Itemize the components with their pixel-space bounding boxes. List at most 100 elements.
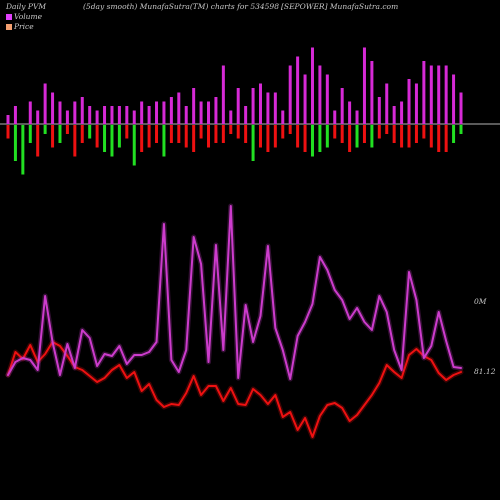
price-bar [103,125,107,152]
volume-bar [258,83,262,124]
price-bar [437,125,441,152]
volume-bar [407,79,411,124]
price-bar [221,125,225,143]
chart-header-right: [SEPOWER] MunafaSutra.com [281,2,399,11]
price-bar [51,125,55,148]
price-bar [125,125,129,139]
volume-line-label: 0M [474,297,487,306]
volume-bar [362,47,366,124]
price-bar [407,125,411,148]
price-bar [422,125,426,139]
volume-bar [117,106,121,124]
volume-bar [6,115,10,124]
volume-bar [221,65,225,124]
price-bar [21,125,25,175]
volume-bar [288,65,292,124]
price-bar [348,125,352,152]
price-bar [162,125,166,157]
volume-bar [103,106,107,124]
price-bar [28,125,32,143]
volume-bar [325,74,329,124]
volume-bar [229,110,233,124]
volume-bar [169,97,173,124]
volume-bar [13,106,17,124]
volume-bar [65,110,69,124]
volume-bar [36,110,40,124]
volume-bar [192,88,196,124]
volume-bar [429,65,433,124]
price-bar [340,125,344,143]
volume-bar [43,83,47,124]
volume-bar [177,92,181,124]
price-bar [169,125,173,143]
price-bar [177,125,181,143]
price-bar [229,125,233,134]
price-bar [251,125,255,161]
volume-bar [147,106,151,124]
volume-bar [377,97,381,124]
volume-bar [80,97,84,124]
volume-bar [207,101,211,124]
price-bar [296,125,300,148]
price-bar [58,125,62,143]
price-bar [95,125,99,148]
volume-bar [444,65,448,124]
volume-bar [355,110,359,124]
legend-price: Price [6,22,34,31]
volume-bar [155,101,159,124]
price-bar [392,125,396,143]
legend-price-label: Price [14,22,34,31]
legend-volume: Volume [6,12,42,21]
volume-bar [296,56,300,124]
volume-series-line [7,205,462,380]
price-bar [318,125,322,152]
volume-bar [310,47,314,124]
price-bar [429,125,433,148]
price-bar [303,125,307,152]
price-bar [199,125,203,139]
price-bar [65,125,69,134]
chart-header-left: Daily PVM [6,2,47,11]
volume-bar [51,92,55,124]
volume-bar [281,110,285,124]
price-bar [325,125,329,148]
price-bar [444,125,448,152]
price-bar [258,125,262,148]
volume-bar [125,106,129,124]
legend-price-swatch [6,23,12,30]
volume-bar [414,83,418,124]
price-line-label: 81.12 [474,367,496,376]
volume-bar [140,101,144,124]
price-bar [207,125,211,148]
price-bar [147,125,151,148]
volume-bar [58,101,62,124]
price-bar [362,125,366,143]
chart-header-center: (5day smooth) MunafaSutra(TM) charts for… [83,2,279,11]
price-bar [370,125,374,148]
price-bar [6,125,10,139]
volume-bar [318,65,322,124]
price-bar [13,125,17,161]
price-bar [288,125,292,134]
volume-bar [370,61,374,124]
price-bar [266,125,270,152]
price-series-line [7,341,462,438]
price-bar [73,125,77,157]
price-bar [140,125,144,152]
price-bar [80,125,84,143]
price-bar [132,125,136,166]
volume-bar [28,101,32,124]
price-bar [377,125,381,139]
price-bar [117,125,121,148]
legend-volume-swatch [6,13,12,20]
price-bar [43,125,47,134]
volume-bar [95,110,99,124]
price-bar [155,125,159,143]
volume-bar [184,106,188,124]
price-bar [414,125,418,143]
volume-bar [266,92,270,124]
volume-bar [385,83,389,124]
volume-bar [422,61,426,124]
volume-bar [437,65,441,124]
